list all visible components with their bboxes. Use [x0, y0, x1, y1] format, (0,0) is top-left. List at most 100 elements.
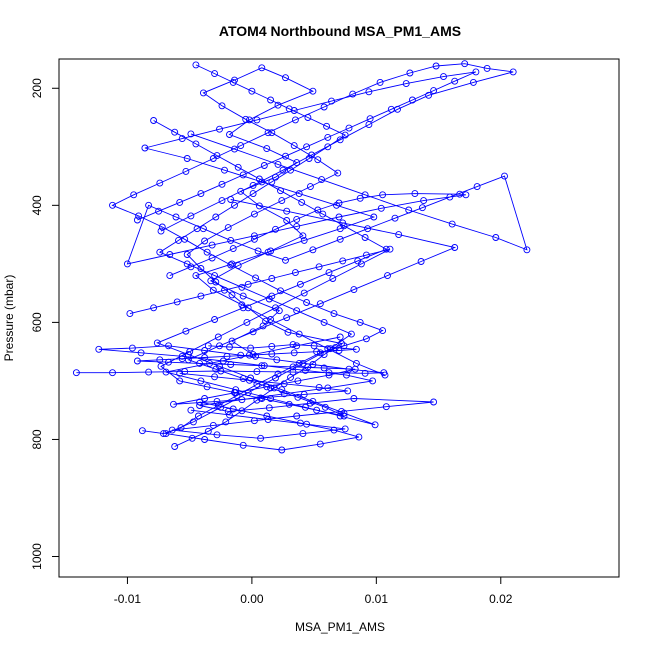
data-point: [365, 88, 373, 96]
data-point: [326, 345, 334, 353]
data-point: [255, 175, 263, 183]
data-point: [173, 298, 181, 306]
data-point: [274, 160, 282, 168]
data-point: [320, 318, 328, 326]
data-point: [379, 191, 387, 199]
data-point: [156, 248, 164, 256]
data-point: [268, 292, 276, 300]
data-point: [420, 197, 428, 205]
data-point: [440, 73, 447, 81]
data-point: [213, 152, 221, 160]
data-point: [221, 286, 228, 294]
data-point: [294, 377, 302, 385]
data-point: [309, 246, 317, 254]
data-point: [283, 217, 291, 224]
data-point: [228, 291, 236, 299]
data-point: [227, 196, 235, 203]
data-point: [303, 143, 311, 151]
data-point: [418, 204, 426, 212]
data-point: [408, 96, 416, 104]
series-line: [126, 133, 528, 277]
series-9: [150, 117, 390, 429]
data-point: [239, 304, 247, 312]
data-point: [217, 367, 225, 375]
data-point: [216, 362, 223, 370]
data-point: [509, 68, 517, 76]
data-point: [229, 245, 237, 253]
data-point: [299, 359, 307, 367]
data-point: [232, 386, 240, 394]
data-point: [264, 129, 272, 137]
data-point: [239, 441, 247, 449]
data-point: [351, 365, 359, 373]
data-point: [172, 213, 180, 221]
data-point: [187, 212, 195, 220]
data-point: [226, 343, 233, 351]
data-point: [182, 167, 190, 175]
data-point: [310, 342, 318, 350]
data-point: [283, 207, 291, 215]
data-point: [330, 426, 338, 434]
data-point: [130, 191, 138, 199]
data-point: [138, 427, 146, 435]
data-point: [295, 190, 303, 198]
data-point: [293, 159, 301, 167]
data-point: [211, 272, 219, 280]
data-point: [183, 260, 191, 268]
data-point: [183, 155, 191, 162]
data-point: [293, 412, 301, 420]
data-point: [339, 257, 347, 265]
data-point: [243, 318, 251, 326]
data-point: [303, 299, 311, 306]
data-point: [289, 341, 297, 349]
x-axis: -0.01 0.00 0.01 0.02: [114, 576, 513, 606]
series-2: [109, 60, 517, 438]
data-point: [382, 403, 390, 411]
x-axis-label: MSA_PM1_AMS: [295, 620, 385, 634]
data-point: [184, 351, 192, 359]
y-tick-label: 600: [30, 312, 44, 332]
data-point: [126, 310, 134, 318]
data-point: [189, 418, 197, 426]
x-tick-label: 0.01: [365, 592, 389, 606]
data-point: [183, 251, 191, 258]
data-point: [298, 198, 306, 206]
data-point: [483, 64, 491, 72]
data-point: [272, 225, 279, 233]
data-point: [231, 145, 238, 153]
data-point: [253, 116, 261, 124]
data-point: [207, 277, 215, 285]
data-point: [352, 345, 360, 353]
data-point: [523, 246, 531, 254]
data-point: [361, 191, 369, 199]
data-point: [336, 136, 344, 144]
data-point: [192, 140, 200, 148]
data-point: [253, 368, 261, 376]
data-point: [72, 369, 80, 377]
x-tick-label: -0.01: [114, 592, 142, 606]
data-point: [218, 197, 226, 205]
data-point: [257, 434, 265, 442]
data-point: [293, 215, 301, 223]
data-point: [250, 210, 258, 218]
data-point: [158, 223, 166, 231]
data-point: [268, 342, 276, 350]
data-point: [382, 245, 390, 253]
data-point: [224, 224, 232, 232]
data-point: [196, 359, 204, 367]
data-point: [209, 421, 217, 429]
data-point: [192, 61, 200, 69]
data-point: [249, 190, 257, 198]
series-6: [133, 68, 480, 379]
data-point: [354, 257, 362, 265]
data-point: [350, 395, 358, 402]
data-point: [156, 179, 164, 187]
data-point: [228, 260, 236, 268]
data-point: [282, 256, 289, 264]
data-point: [448, 220, 456, 228]
data-point: [301, 403, 309, 411]
data-point: [291, 269, 299, 277]
data-point: [247, 374, 255, 382]
y-tick-label: 1000: [30, 543, 44, 570]
data-point: [492, 234, 500, 241]
